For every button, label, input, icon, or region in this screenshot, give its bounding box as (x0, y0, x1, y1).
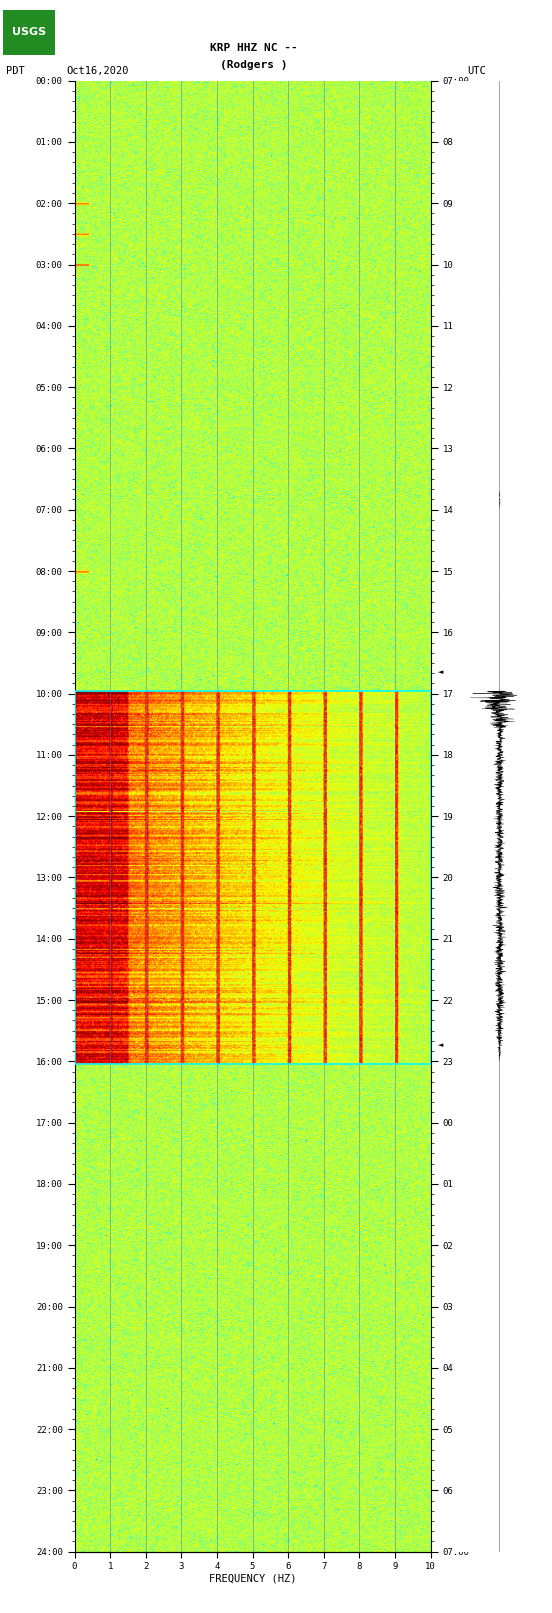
Text: (Rodgers ): (Rodgers ) (220, 60, 288, 69)
Text: KRP HHZ NC --: KRP HHZ NC -- (210, 44, 298, 53)
Text: USGS: USGS (12, 27, 46, 37)
Text: ◄: ◄ (438, 1042, 443, 1048)
Text: UTC: UTC (467, 66, 486, 76)
Text: Oct16,2020: Oct16,2020 (66, 66, 129, 76)
Bar (75, 690, 431, 1065)
Text: PDT: PDT (6, 66, 24, 76)
X-axis label: FREQUENCY (HZ): FREQUENCY (HZ) (209, 1574, 296, 1584)
Text: ◄: ◄ (438, 669, 443, 674)
